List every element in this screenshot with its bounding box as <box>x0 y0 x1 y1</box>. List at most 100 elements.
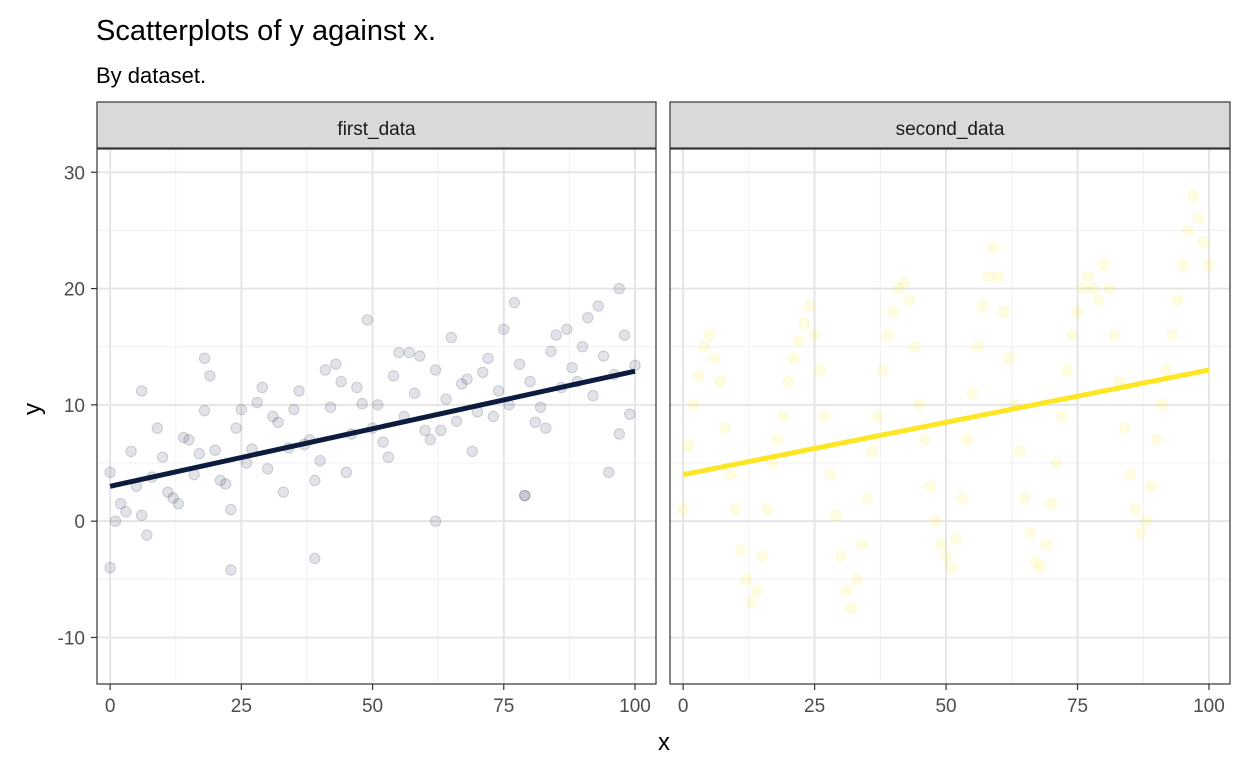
data-point <box>162 486 174 498</box>
data-point <box>882 329 894 341</box>
data-point <box>419 424 431 437</box>
data-point <box>125 445 137 458</box>
facet-strip-label: first_data <box>337 119 416 140</box>
data-point <box>209 444 221 456</box>
data-point <box>714 375 726 388</box>
data-point <box>719 422 731 434</box>
data-point <box>1103 282 1115 295</box>
data-point <box>288 403 300 416</box>
data-point <box>961 434 973 446</box>
data-point <box>477 366 489 378</box>
data-point <box>429 515 442 527</box>
y-tick-label: 30 <box>64 163 85 184</box>
data-point <box>524 375 536 388</box>
data-point <box>193 448 206 460</box>
data-point <box>693 370 705 382</box>
data-point <box>613 428 625 440</box>
data-point <box>277 486 290 498</box>
data-point <box>461 373 473 385</box>
data-point <box>856 538 868 551</box>
data-point <box>309 552 321 565</box>
data-point <box>1071 306 1084 318</box>
data-point <box>1192 213 1205 225</box>
data-point <box>877 364 889 376</box>
data-point <box>340 466 353 479</box>
data-point <box>835 550 847 562</box>
data-point <box>798 317 810 330</box>
data-point <box>403 346 416 359</box>
data-point <box>1155 399 1168 411</box>
data-point <box>613 282 625 295</box>
data-point <box>335 375 347 388</box>
data-point <box>1029 556 1042 568</box>
data-point <box>408 387 421 399</box>
data-point <box>361 314 374 326</box>
x-tick-label: 25 <box>231 696 252 717</box>
x-tick-label: 75 <box>1067 696 1088 717</box>
data-point <box>756 550 768 562</box>
data-point <box>730 503 742 516</box>
data-point <box>261 463 274 475</box>
data-point <box>956 492 968 504</box>
data-point <box>492 385 505 397</box>
data-point <box>330 358 342 370</box>
data-point <box>1045 498 1057 510</box>
data-point <box>519 489 531 502</box>
data-point <box>324 401 337 413</box>
data-point <box>1203 259 1215 271</box>
data-point <box>698 341 710 353</box>
data-point <box>351 381 363 394</box>
data-point <box>550 329 562 341</box>
plot-background <box>97 149 656 684</box>
x-tick-label: 0 <box>105 696 116 717</box>
data-point <box>498 323 510 335</box>
data-point <box>519 489 531 502</box>
data-point <box>624 408 636 420</box>
facet-panels: first_data 0 25 50 75 100 -10 0 10 20 30 second_dat… <box>58 101 1231 717</box>
data-point <box>482 352 494 365</box>
data-point <box>435 424 447 437</box>
data-point <box>1134 527 1147 539</box>
data-point <box>850 573 863 586</box>
data-point <box>829 509 842 522</box>
data-point <box>1050 457 1063 469</box>
data-point <box>582 311 594 324</box>
data-point <box>566 361 578 374</box>
data-point <box>429 364 442 376</box>
data-point <box>1198 236 1210 248</box>
data-point <box>534 401 547 413</box>
data-point <box>225 564 237 576</box>
data-point <box>387 370 400 382</box>
data-point <box>1066 329 1078 341</box>
data-point <box>703 329 716 341</box>
panel-border <box>96 148 657 685</box>
data-point <box>466 445 478 458</box>
data-point <box>445 331 457 344</box>
x-tick-label: 25 <box>804 696 825 717</box>
data-point <box>1182 224 1194 237</box>
data-point <box>1119 422 1131 434</box>
data-point <box>840 585 852 597</box>
data-point <box>251 396 263 409</box>
data-point <box>861 492 873 504</box>
data-point <box>982 271 994 283</box>
data-point <box>156 451 169 463</box>
data-point <box>998 306 1010 318</box>
data-point <box>751 585 763 597</box>
data-point <box>1013 445 1026 458</box>
data-point <box>950 532 963 545</box>
trend-line <box>109 368 636 489</box>
facet-panel-1: second_data 0 25 50 75 100 <box>669 101 1231 717</box>
facet-strip <box>669 101 1231 149</box>
data-point <box>793 335 805 347</box>
data-point <box>172 498 185 510</box>
data-point <box>109 515 122 527</box>
data-point <box>141 529 153 541</box>
data-point <box>561 323 573 335</box>
data-point <box>603 466 615 479</box>
chart-title: Scatterplots of y against x. <box>96 15 436 47</box>
data-point <box>135 509 148 522</box>
data-point <box>1161 364 1173 376</box>
data-point <box>382 451 395 463</box>
data-point <box>724 468 737 481</box>
